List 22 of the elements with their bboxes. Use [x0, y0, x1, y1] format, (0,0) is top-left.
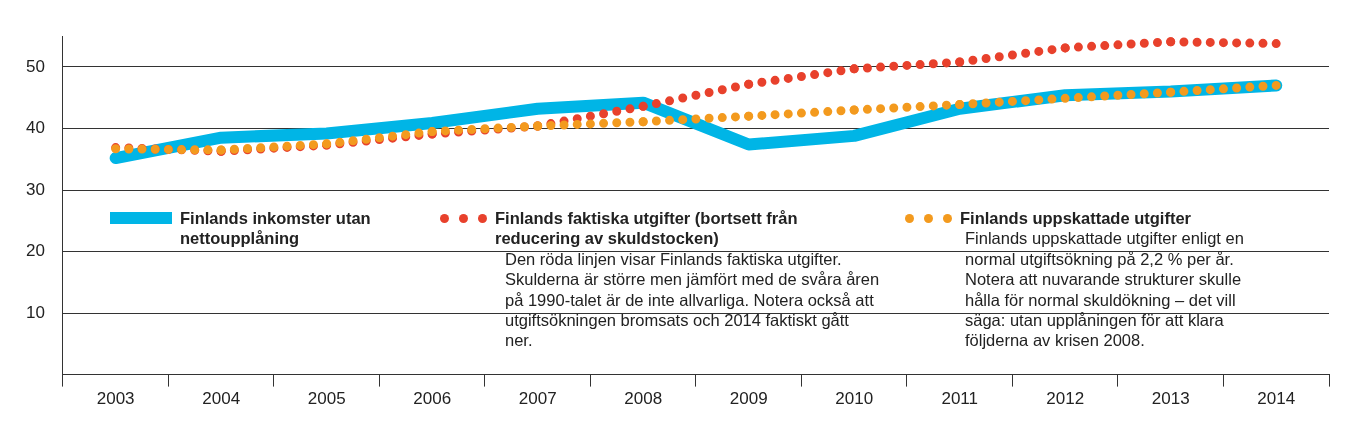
y-tick-label: 20: [25, 241, 45, 261]
x-tick-label: 2011: [941, 389, 978, 409]
x-tick-label: 2010: [835, 389, 874, 409]
x-tick-label: 2008: [624, 389, 663, 409]
x-tick-label: 2006: [413, 389, 452, 409]
x-tick-label: 2003: [96, 389, 135, 409]
y-tick-label: 30: [25, 179, 45, 199]
legend-label: Finlands inkomster utan nettoupplåning: [180, 208, 372, 249]
x-tick-label: 2013: [1151, 389, 1190, 409]
legend-label: Finlands uppskattade utgifter: [960, 208, 1193, 229]
x-tick-label: 2004: [202, 389, 241, 409]
y-tick-label: 10: [25, 302, 45, 322]
x-tick-label: 2005: [307, 389, 346, 409]
x-tick-label: 2007: [518, 389, 557, 409]
y-tick-label: 40: [25, 118, 45, 138]
y-tick-label: 50: [25, 56, 45, 76]
annotation: Finlands uppskattade utgifter enligt en normal utgiftsökning på 2,2 % per år. Notera att nuvarande strukturer skulle hålla för normal skuldökning – det vill säga: utan upplåningen för att klara följderna av krisen 2008.: [965, 228, 1245, 351]
x-tick-label: 2014: [1257, 389, 1296, 409]
legend-label: Finlands faktiska utgifter (bortsett från reducering av skuldstocken): [495, 208, 799, 249]
x-tick-label: 2009: [729, 389, 768, 409]
x-tick-label: 2012: [1046, 389, 1085, 409]
annotation: Den röda linjen visar Finlands faktiska utgifter. Skulderna är större men jämfört med de svåra åren på 1990-talet är de inte allvarliga. Notera också att utgiftsökningen bromsats och 2014 faktiskt gått ner.: [505, 248, 881, 351]
